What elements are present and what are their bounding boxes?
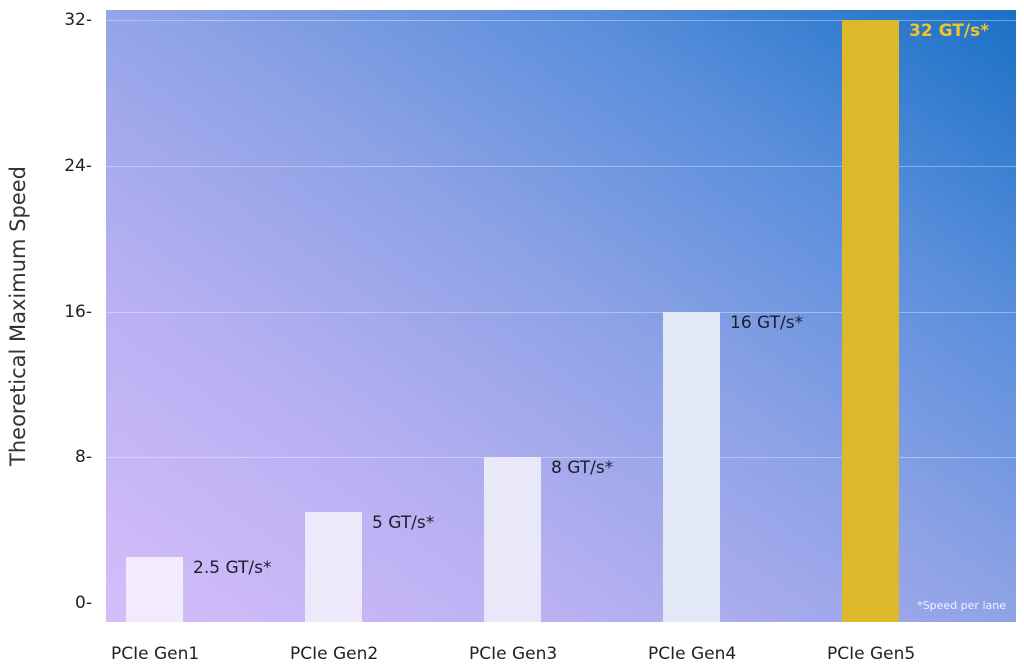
bar-pcie-gen4 <box>663 311 720 622</box>
bar-value-label: 2.5 GT/s* <box>193 558 272 579</box>
bar-pcie-gen3 <box>484 457 541 622</box>
y-tick-label: 0- <box>75 593 92 613</box>
bar-value-label: 32 GT/s* <box>909 21 990 41</box>
bar-value-label: 8 GT/s* <box>551 458 614 479</box>
x-tick-label: PCIe Gen2 <box>290 644 379 664</box>
y-tick-label: 8- <box>75 447 92 468</box>
footnote: *Speed per lane <box>917 599 1006 612</box>
plot-area: 2.5 GT/s* 5 GT/s* 8 GT/s* 16 GT/s* 32 GT/s* … <box>106 10 1016 622</box>
bar-value-label: 5 GT/s* <box>372 512 435 533</box>
bar-value-label: 16 GT/s* <box>730 312 804 333</box>
gridline <box>106 20 1016 21</box>
y-tick-label: 32- <box>64 10 92 30</box>
bar-pcie-gen5 <box>842 20 899 622</box>
x-tick-label: PCIe Gen3 <box>469 644 558 664</box>
gridline <box>106 457 1016 459</box>
bar-pcie-gen2 <box>305 511 362 622</box>
y-tick-label: 16- <box>64 301 92 322</box>
gridline <box>106 311 1016 313</box>
x-tick-label: PCIe Gen5 <box>827 644 916 664</box>
bar-pcie-gen1 <box>126 557 183 622</box>
y-tick-label: 24- <box>64 155 92 176</box>
x-tick-label: PCIe Gen4 <box>648 644 737 664</box>
gridline <box>106 165 1016 167</box>
x-tick-label: PCIe Gen1 <box>111 644 200 664</box>
